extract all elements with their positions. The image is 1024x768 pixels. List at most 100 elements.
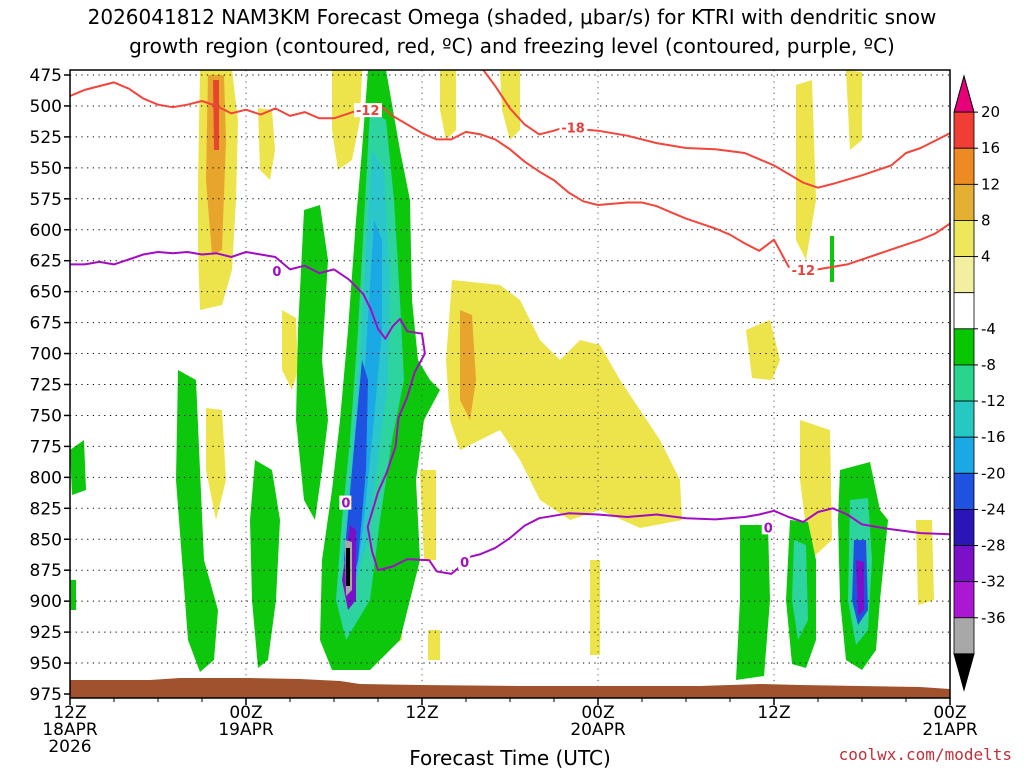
colorbar-swatch [953,617,975,655]
y-tick-label: 500 [30,97,62,117]
colorbar-cap-bottom [953,653,975,692]
y-tick-label: 675 [30,314,62,334]
colorbar-swatch [953,292,975,330]
contour-lines: -12 -18 0 -12 0 0 0 [70,70,950,575]
colorbar-label: -4 [981,320,996,338]
omega-negative-region [176,370,218,672]
colorbar-swatch [953,256,975,294]
colorbar-swatch [953,183,975,221]
colorbar-label: -28 [981,537,1006,555]
y-tick-label: 750 [30,406,62,426]
omega-positive-region [746,320,780,380]
colorbar-label: 16 [981,139,1000,157]
omega-positive-region [332,70,362,170]
contour-label-bg [559,120,588,135]
contour-label-bg [339,495,352,510]
colorbar-label: -12 [981,392,1006,410]
colorbar-label: -20 [981,464,1006,482]
colorbar-cap-top [953,74,975,113]
colorbar-label: 8 [981,211,991,229]
omega-negative-region [792,540,808,640]
contour-label: -18 [561,121,585,136]
colorbar-label: 4 [981,248,991,266]
time-gridlines [245,70,775,698]
omega-positive-region [282,310,298,390]
omega-negative-region [250,460,280,668]
omega-positive-region [428,630,440,660]
contour-label: -12 [356,104,380,119]
omega-negative-region [830,236,834,282]
omega-positive-region [206,408,226,520]
colorbar-swatch [953,436,975,474]
y-tick-label: 800 [30,468,62,488]
y-tick-label: 925 [30,623,62,643]
colorbar-label: -16 [981,428,1006,446]
y-tick-label: 625 [30,252,62,272]
omega-negative-region [70,580,76,610]
omega-positive-region [258,108,275,180]
y-axis-ticks: 475 500 525 550 575 600 625 650 675 700 725 750 775 8… [30,66,70,705]
colorbar-swatch [953,581,975,619]
contour-label: -12 [792,264,816,279]
contour-label-bg [270,264,283,279]
omega-negative-region [856,560,864,616]
x-tick-label: 00Z [933,703,966,723]
omega-positive-region [420,470,436,560]
omega-positive-region [500,70,520,140]
omega-positive-region [440,70,456,140]
omega-shading [70,70,934,680]
y-tick-label: 725 [30,376,62,396]
y-tick-label: 875 [30,561,62,581]
omega-positive-region [846,70,862,150]
x-tick-label: 12Z [53,703,86,723]
x-tick-label: 00Z [229,703,262,723]
contour-label-bg [354,103,382,118]
colorbar-label: 12 [981,175,1000,193]
omega-positive-peak [213,80,219,150]
contour-line [482,70,950,189]
contour-label: 0 [764,521,773,536]
y-tick-label: 975 [30,685,62,705]
contour-label: 0 [341,497,350,512]
x-tick-label: 12Z [757,703,790,723]
x-axis-label: Forecast Time (UTC) [409,746,611,768]
chart-title-line1: 2026041812 NAM3KM Forecast Omega (shaded… [88,5,937,29]
contour-label: 0 [460,556,469,571]
pressure-gridlines [70,74,950,695]
colorbar-label: 20 [981,103,1000,121]
colorbar-label: -32 [981,573,1006,591]
y-tick-label: 950 [30,654,62,674]
x-tick-label: 18APR [42,720,98,740]
chart-title-line2: growth region (contoured, red, ºC) and f… [129,34,895,58]
contour-label-bg [761,520,774,535]
colorbar-swatch [953,364,975,402]
omega-positive-region [446,280,682,528]
contour-line [70,251,950,575]
colorbar-label: -8 [981,356,996,374]
x-tick-label: 19APR [218,720,274,740]
colorbar-swatch [953,111,975,149]
colorbar-label: -24 [981,500,1006,518]
contour-label: 0 [272,265,281,280]
colorbar-swatch [953,328,975,366]
y-tick-label: 550 [30,159,62,179]
omega-negative-region [346,548,350,586]
colorbar-swatch [953,472,975,510]
colorbar-swatch [953,400,975,438]
x-tick-label: 20APR [570,720,626,740]
x-tick-label: 00Z [581,703,614,723]
colorbar-label: -36 [981,609,1006,627]
x-tick-label: 12Z [405,703,438,723]
x-tick-label: 21APR [922,720,978,740]
y-tick-label: 850 [30,530,62,550]
credit-text: coolwx.com/modelts [839,745,1012,764]
contour-label-bg [458,555,471,570]
terrain-surface [70,678,950,698]
contour-line [70,81,950,271]
y-tick-label: 575 [30,190,62,210]
y-tick-label: 650 [30,283,62,303]
plot-area: -12 -18 0 -12 0 0 0 [70,70,950,698]
y-tick-label: 600 [30,221,62,241]
